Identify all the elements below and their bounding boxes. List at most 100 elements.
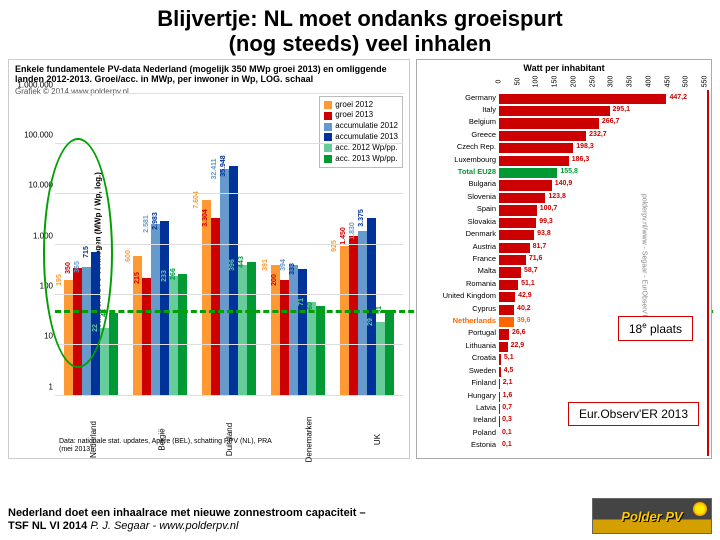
hbar-value: 140,9	[552, 180, 573, 187]
bar-value-label: 394	[280, 259, 287, 271]
hbar-label: France	[473, 254, 499, 263]
hbar-value: 58,7	[521, 267, 538, 274]
hbar: 100,7	[499, 205, 537, 215]
bar: 215	[142, 278, 151, 395]
left-chart-title: Enkele fundamentele PV-data Nederland (m…	[9, 60, 409, 88]
x-tick: 450	[664, 75, 671, 87]
hbar-label: Ireland	[473, 415, 499, 424]
hbar-label: Hungary	[468, 391, 499, 400]
right-chart-title: Watt per inhabitant	[417, 60, 711, 74]
source-text: Eur.Observ'ER 2013	[579, 407, 688, 421]
hbar-row: Czech Rep.198,3	[499, 143, 705, 153]
hbar-label: Germany	[465, 93, 499, 102]
hbar-row: Poland0,1	[499, 429, 705, 439]
rank-callout: 18e plaats	[618, 316, 693, 341]
hbar-value: 39,6	[514, 317, 531, 324]
hbar: 198,3	[499, 143, 573, 153]
hbar-value: 5,1	[501, 354, 514, 361]
bar: 32.411	[220, 169, 229, 396]
bar: 396	[238, 265, 247, 396]
hbar-value: 22,9	[508, 342, 525, 349]
gridline	[55, 93, 403, 94]
page-title: Blijvertje: NL moet ondanks groeispurt (…	[0, 0, 720, 59]
bar: 266	[178, 274, 187, 396]
hbar-label: Denmark	[466, 229, 499, 238]
bar-value-label: 71	[298, 299, 305, 307]
bar-value-label: 215	[134, 272, 141, 284]
hbar: 42,9	[499, 292, 515, 302]
x-tick: 550	[702, 75, 709, 87]
bar: 350	[73, 268, 82, 396]
hbar-value: 186,3	[569, 156, 590, 163]
bar: 195	[64, 280, 73, 395]
hbar-row: Denmark93,8	[499, 230, 705, 240]
top-axis: 050100150200250300350400450500550	[499, 74, 705, 92]
hbar-value: 51,1	[518, 280, 535, 287]
hbar-label: Slovenia	[467, 192, 499, 201]
bar: 333	[298, 269, 307, 396]
bar: 2.581	[151, 224, 160, 396]
bar: 7.604	[202, 200, 211, 395]
hbar-value: 0,7	[499, 404, 512, 411]
y-tick: 1.000	[33, 231, 55, 240]
hbar-row: Cyprus40,2	[499, 305, 705, 315]
hbar-row: Hungary1,6	[499, 392, 705, 402]
hbar-label: Spain	[477, 204, 499, 213]
hbar: 4,5	[499, 367, 501, 377]
hbar-row: Bulgaria140,9	[499, 180, 705, 190]
bar: 925	[340, 246, 349, 395]
right-side-credit: polderpv.nl/www - Segaar - EurObserv'ER	[640, 193, 647, 323]
bar-value-label: 3.304	[202, 210, 209, 228]
bar: 2.983	[160, 221, 169, 396]
bar-value-label: 365	[74, 261, 81, 273]
hbar-label: United Kingdom	[443, 291, 499, 300]
gridline	[55, 244, 403, 245]
hbar-label: Bulgaria	[468, 179, 499, 188]
hbar-value: 4,5	[501, 367, 514, 374]
country-group: 9251.4501.8303.3752951	[340, 94, 394, 396]
x-tick: 0	[496, 79, 503, 83]
country-group: 3912003943337160	[271, 94, 325, 396]
y-tick: 10	[44, 332, 55, 341]
hbar-row: United Kingdom42,9	[499, 292, 705, 302]
gridline	[55, 143, 403, 144]
bar: 43	[109, 313, 118, 395]
bar: 60	[316, 306, 325, 396]
hbar: 295,1	[499, 106, 610, 116]
y-tick: 1.000.000	[17, 80, 55, 89]
x-tick: 250	[589, 75, 596, 87]
bar: 3.375	[367, 218, 376, 396]
bar: 29	[376, 322, 385, 396]
bar: 1.830	[358, 231, 367, 395]
hbar-row: Slovakia99,3	[499, 218, 705, 228]
hbar-label: Croatia	[472, 353, 499, 362]
hbar-row: France71,6	[499, 255, 705, 265]
x-tick: 100	[533, 75, 540, 87]
hbar: 5,1	[499, 354, 501, 364]
hbar-row: Slovenia123,8	[499, 193, 705, 203]
hbar-row: Spain100,7	[499, 205, 705, 215]
hbar-label: Czech Rep.	[457, 142, 499, 151]
bar: 71	[307, 302, 316, 395]
hbar-value: 295,1	[610, 106, 631, 113]
hbar-value: 100,7	[537, 205, 558, 212]
bar-value-label: 43	[101, 309, 108, 317]
bars-container: 19535036571522436002152.5812.9832332667.…	[55, 94, 403, 396]
hbar: 81,7	[499, 243, 530, 253]
hbars-area: Germany447,2Italy295,1Belgium266,7Greece…	[499, 94, 705, 454]
x-tick: 500	[683, 75, 690, 87]
hbar: 58,7	[499, 267, 521, 277]
hbar: 123,8	[499, 193, 545, 203]
hbar-row: Luxembourg186,3	[499, 156, 705, 166]
bar: 443	[247, 262, 256, 395]
bar-value-label: 29	[367, 318, 374, 326]
bar-value-label: 2.581	[143, 215, 150, 233]
hbar-label: Portugal	[468, 328, 499, 337]
bar-value-label: 925	[331, 240, 338, 252]
gridline	[55, 344, 403, 345]
hbar-label: Finland	[471, 378, 499, 387]
x-tick: 150	[552, 75, 559, 87]
hbar-value: 123,8	[545, 193, 566, 200]
hbar-label: Netherlands	[453, 316, 499, 325]
bar-value-label: 2.983	[152, 212, 159, 230]
